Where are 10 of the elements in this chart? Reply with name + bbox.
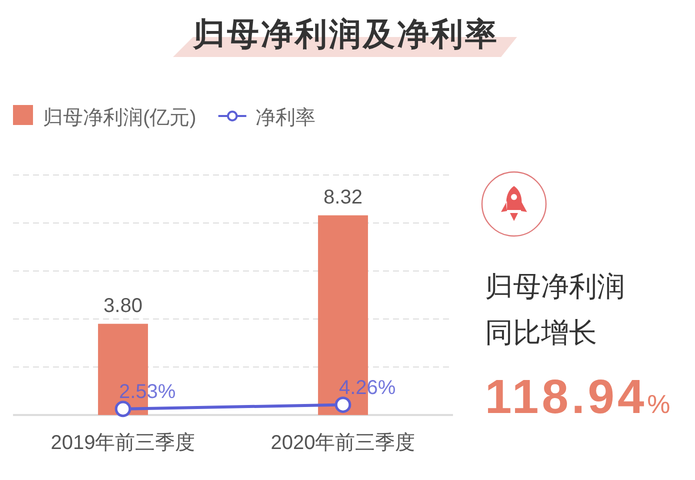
x-tick-label: 2020年前三季度 bbox=[270, 432, 416, 454]
x-tick-label: 2019年前三季度 bbox=[50, 432, 196, 454]
legend-label: 归母净利润(亿元) bbox=[43, 107, 196, 129]
text: 归母净利润 bbox=[485, 271, 625, 302]
text: 同比增长 bbox=[485, 317, 597, 348]
data-label: 3.80 bbox=[104, 294, 142, 317]
text: 118.94% bbox=[485, 371, 670, 424]
chart-title: 归母净利润及净利率 bbox=[192, 16, 499, 52]
data-label: 8.32 bbox=[324, 186, 362, 208]
legend-label: 净利率 bbox=[255, 107, 316, 129]
